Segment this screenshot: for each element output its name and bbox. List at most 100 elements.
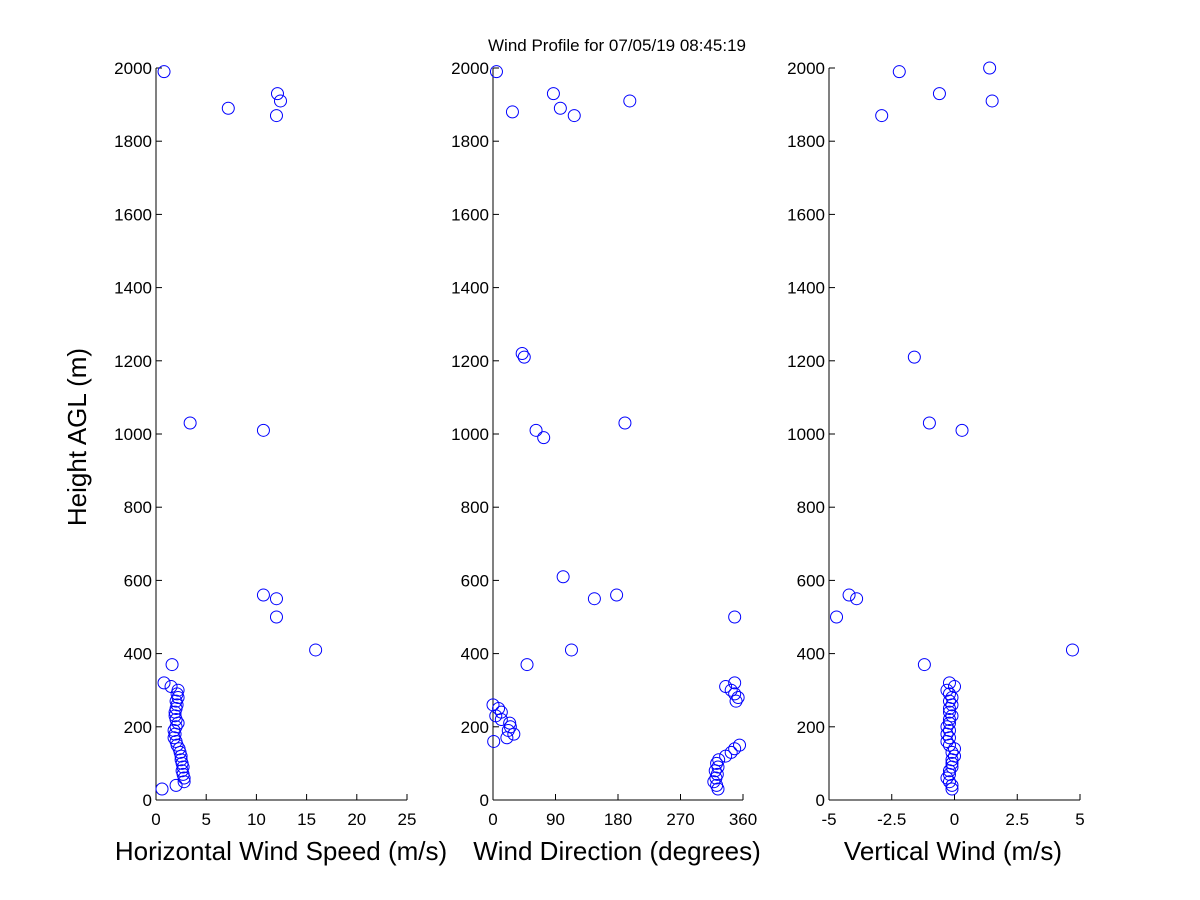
data-point <box>167 731 181 745</box>
data-point <box>850 592 864 606</box>
x-tick-label: 0 <box>151 810 160 829</box>
data-point <box>731 691 745 705</box>
wind-direction-x-label: Wind Direction (degrees) <box>473 836 761 866</box>
data-point <box>932 87 946 101</box>
data-point <box>940 771 954 785</box>
wind-direction-panel: Wind Direction (degrees) 0 200 400 600 800 10… <box>451 59 761 866</box>
data-point <box>500 731 514 745</box>
data-point <box>618 416 632 430</box>
y-tick-label: 1400 <box>451 279 489 298</box>
y-tick-label: 200 <box>797 718 825 737</box>
data-point <box>728 610 742 624</box>
y-tick-label: 1200 <box>787 352 825 371</box>
data-point <box>164 680 178 694</box>
y-tick-label: 1800 <box>114 132 152 151</box>
data-point <box>556 570 570 584</box>
chart-title: Wind Profile for 07/05/19 08:45:19 <box>488 36 746 55</box>
data-point <box>942 731 956 745</box>
x-tick-label: -2.5 <box>877 810 906 829</box>
data-point <box>177 775 191 789</box>
data-point <box>487 734 501 748</box>
data-point <box>610 588 624 602</box>
data-point <box>567 109 581 123</box>
x-tick-label: 2.5 <box>1005 810 1029 829</box>
horizontal-wind-speed-panel: Horizontal Wind Speed (m/s) 020040060080… <box>114 59 447 866</box>
data-point <box>945 782 959 796</box>
y-tick-label: 600 <box>461 571 489 590</box>
data-point <box>985 94 999 108</box>
data-point <box>842 588 856 602</box>
x-tick-label: 0 <box>488 810 497 829</box>
y-tick-label: 2000 <box>451 59 489 78</box>
data-point <box>945 778 959 792</box>
y-tick-label: 1200 <box>114 352 152 371</box>
y-tick-label: 0 <box>143 791 152 810</box>
data-point <box>728 676 742 690</box>
vertical-wind-panel: Vertical Wind (m/s) 0 200 400 600 800 1000 120… <box>787 59 1085 866</box>
data-point <box>955 423 969 437</box>
data-point <box>729 694 743 708</box>
data-point <box>269 109 283 123</box>
data-point <box>169 778 183 792</box>
x-tick-label: 360 <box>729 810 757 829</box>
data-point <box>907 350 921 364</box>
data-point <box>942 694 956 708</box>
data-point <box>922 416 936 430</box>
data-point <box>948 749 961 763</box>
y-tick-label: 2000 <box>114 59 152 78</box>
y-tick-label: 1000 <box>451 425 489 444</box>
data-point <box>942 723 956 737</box>
data-point <box>942 705 956 719</box>
vertical-wind-x-label: Vertical Wind (m/s) <box>844 836 1062 866</box>
y-tick-label: 1600 <box>451 205 489 224</box>
x-tick-label: 270 <box>666 810 694 829</box>
data-point <box>157 676 171 690</box>
horizontal-wind-speed-x-label: Horizontal Wind Speed (m/s) <box>115 836 447 866</box>
data-point <box>273 94 287 108</box>
x-tick-label: 0 <box>950 810 959 829</box>
y-tick-label: 2000 <box>787 59 825 78</box>
data-point <box>505 105 519 119</box>
y-tick-label: 1600 <box>114 205 152 224</box>
data-point <box>945 709 959 723</box>
data-point <box>945 745 959 759</box>
data-point <box>171 691 185 705</box>
data-point <box>270 87 284 101</box>
y-tick-label: 800 <box>461 498 489 517</box>
x-tick-label: 10 <box>247 810 266 829</box>
data-point <box>515 346 529 360</box>
y-tick-label: 400 <box>797 645 825 664</box>
data-point <box>165 658 179 672</box>
data-point <box>529 423 543 437</box>
data-point <box>945 698 959 712</box>
data-point <box>507 727 521 741</box>
y-tick-label: 800 <box>124 498 152 517</box>
data-point <box>942 702 956 715</box>
data-point <box>942 764 956 778</box>
data-point <box>174 749 188 763</box>
data-point <box>157 65 171 79</box>
data-point <box>728 742 742 756</box>
x-tick-label: -5 <box>821 810 836 829</box>
data-point <box>169 720 183 734</box>
data-point <box>724 683 738 697</box>
y-tick-label: 1200 <box>451 352 489 371</box>
y-tick-label: 1000 <box>787 425 825 444</box>
data-point <box>940 734 954 748</box>
y-tick-label: 1000 <box>114 425 152 444</box>
y-tick-label: 1800 <box>451 132 489 151</box>
data-point <box>917 658 931 672</box>
data-point <box>155 782 169 796</box>
data-point <box>309 643 323 657</box>
y-tick-label: 1600 <box>787 205 825 224</box>
data-point <box>945 760 959 774</box>
y-tick-label: 400 <box>461 645 489 664</box>
y-tick-label: 200 <box>461 718 489 737</box>
data-point <box>733 738 747 752</box>
data-point <box>520 658 534 672</box>
data-point <box>221 101 235 115</box>
data-point <box>269 592 283 606</box>
data-point <box>494 712 508 726</box>
data-point <box>709 771 723 785</box>
